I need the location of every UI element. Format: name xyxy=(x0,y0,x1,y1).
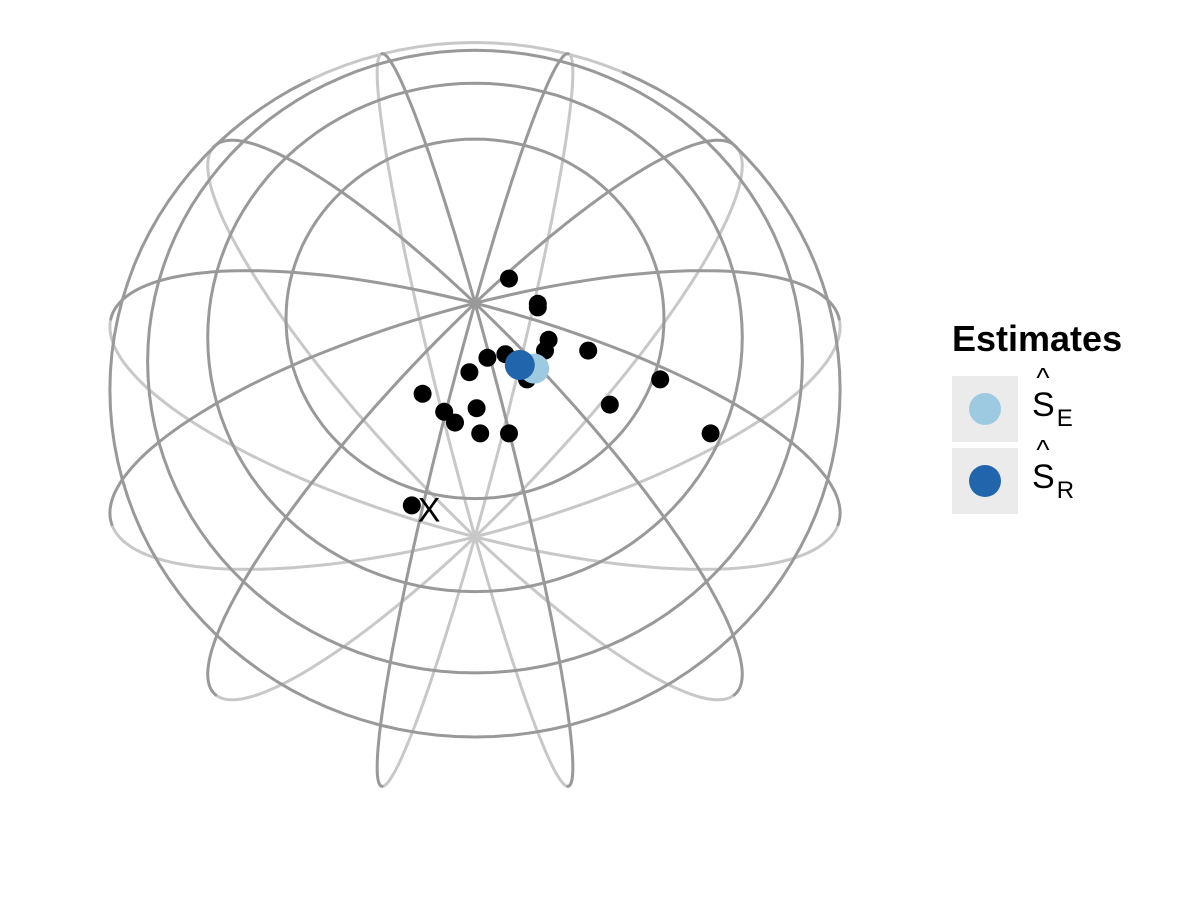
point-label-x: X xyxy=(418,491,441,529)
meridian-150-front xyxy=(109,269,477,321)
data-point-11 xyxy=(413,384,432,403)
parallel-15-front xyxy=(622,71,830,302)
graticule-back xyxy=(108,40,842,788)
meridian-90-front xyxy=(380,52,477,305)
legend-hat-se: ^ xyxy=(1036,361,1050,393)
data-point-10 xyxy=(651,370,670,389)
meridian-0-front xyxy=(473,269,841,321)
parallel-15-front xyxy=(108,78,842,739)
meridian-60-back xyxy=(473,52,575,539)
estimate-point-r xyxy=(504,350,535,380)
legend-dot-se xyxy=(969,393,1001,425)
meridian-270-front xyxy=(473,301,575,788)
legend-hat-sr: ^ xyxy=(1036,433,1050,465)
meridian-210-front xyxy=(206,301,477,697)
data-point-2 xyxy=(528,294,547,313)
meridian-330-back xyxy=(473,523,840,571)
meridian-300-front xyxy=(473,301,744,697)
meridian-270-back xyxy=(473,535,570,788)
legend-label-se: ^ SE xyxy=(1032,363,1073,433)
legend-key-sr xyxy=(952,448,1018,514)
data-point-15 xyxy=(446,413,464,432)
meridian-210-back xyxy=(214,535,477,702)
data-point-14 xyxy=(600,395,619,414)
graticule-front xyxy=(108,48,842,788)
legend-entry-se: ^ SE xyxy=(952,363,1182,444)
parallel-30-front xyxy=(146,48,804,675)
parallel-45-front xyxy=(206,81,744,594)
data-point-8 xyxy=(460,363,479,382)
data-point-6 xyxy=(478,348,497,367)
meridian-240-front xyxy=(375,301,477,788)
data-point-5 xyxy=(579,341,598,360)
legend-symbol-sr: S xyxy=(1032,457,1055,496)
meridian-180-front xyxy=(108,301,477,527)
meridian-0-back xyxy=(473,317,842,539)
legend-key-se xyxy=(952,376,1018,442)
legend: Estimates ^ SE ^ SR xyxy=(952,318,1182,518)
legend-subscript-se: E xyxy=(1056,404,1073,432)
data-point-13 xyxy=(467,399,486,418)
meridian-30-back xyxy=(473,145,744,539)
data-point-16 xyxy=(471,424,490,443)
estimate-points xyxy=(504,350,550,384)
meridian-240-back xyxy=(380,535,477,788)
meridian-150-back xyxy=(108,317,477,539)
legend-label-sr: ^ SR xyxy=(1032,435,1075,505)
data-point-19 xyxy=(402,496,421,515)
parallel-60-front xyxy=(284,137,666,501)
data-point-0 xyxy=(500,269,518,288)
data-point-18 xyxy=(701,424,720,443)
meridian-180-back xyxy=(110,523,477,571)
meridian-300-back xyxy=(473,535,736,702)
parallel-15-back xyxy=(307,40,625,82)
meridian-90-back xyxy=(375,52,477,539)
data-point-17 xyxy=(500,424,518,443)
meridian-60-front xyxy=(473,52,570,305)
meridian-120-back xyxy=(206,145,477,539)
legend-dot-sr xyxy=(969,465,1001,497)
meridian-30-front xyxy=(473,138,738,305)
meridian-330-front xyxy=(473,301,842,527)
meridian-120-front xyxy=(212,138,477,305)
legend-title: Estimates xyxy=(952,318,1123,359)
legend-entry-sr: ^ SR xyxy=(952,435,1182,516)
legend-symbol-se: S xyxy=(1032,385,1055,424)
legend-subscript-sr: R xyxy=(1056,476,1075,504)
